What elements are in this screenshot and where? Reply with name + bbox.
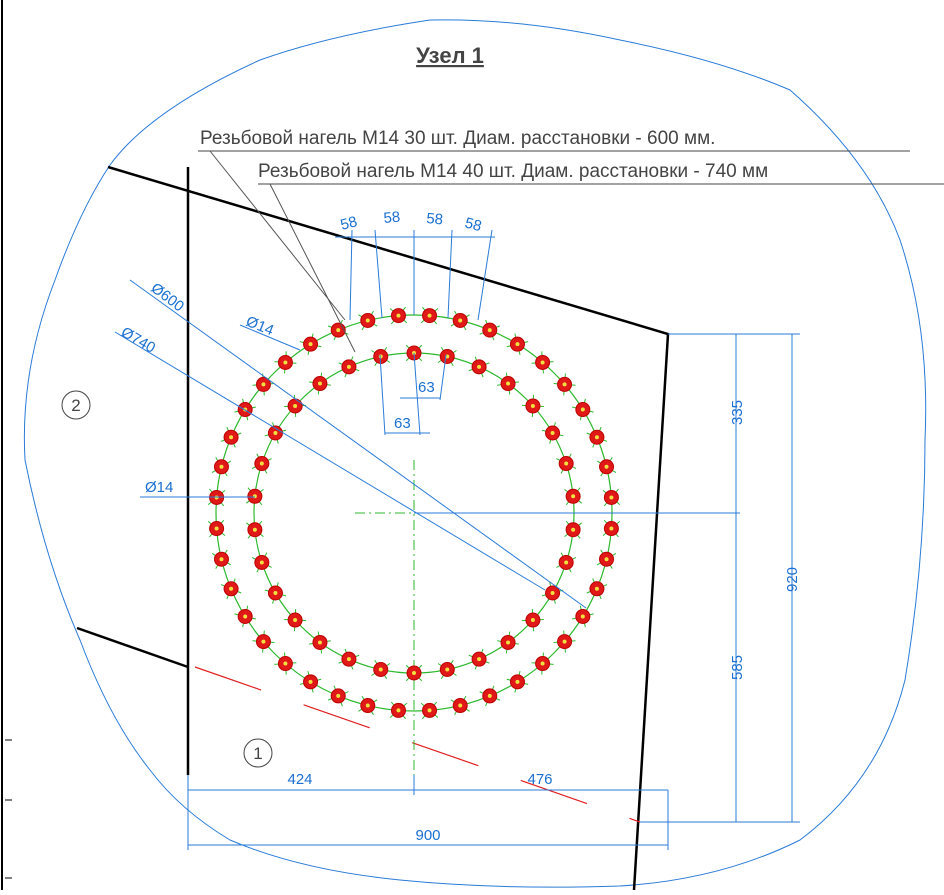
bolt xyxy=(366,318,370,322)
bolt xyxy=(541,360,545,364)
bolt xyxy=(541,662,545,666)
dim-label: Ø600 xyxy=(148,280,188,316)
bolt xyxy=(551,591,555,595)
bolt xyxy=(564,462,568,466)
bolt xyxy=(458,704,462,708)
bolt xyxy=(531,618,535,622)
revision-cloud xyxy=(24,20,925,887)
bolt xyxy=(273,591,277,595)
bolt xyxy=(309,680,313,684)
bolt xyxy=(605,557,609,561)
bolt xyxy=(605,465,609,469)
callout: Резьбовой нагель М14 30 шт. Диам. расста… xyxy=(200,128,715,149)
frame-ticks xyxy=(5,740,12,878)
bolt xyxy=(563,382,567,386)
bolt xyxy=(609,527,613,531)
bolt xyxy=(428,708,432,712)
dim-label: 585 xyxy=(729,655,746,680)
dim-label: 58 xyxy=(463,214,484,235)
bolt xyxy=(412,671,416,675)
bolt xyxy=(531,404,535,408)
bolt xyxy=(260,462,264,466)
bolt xyxy=(283,662,287,666)
dim-label: 476 xyxy=(527,771,552,788)
bolt xyxy=(336,694,340,698)
bolt xyxy=(219,557,223,561)
dim-label: 900 xyxy=(415,827,440,844)
bolt xyxy=(506,640,510,644)
bolt xyxy=(488,694,492,698)
bolt xyxy=(261,640,265,644)
bolt xyxy=(229,587,233,591)
bolt xyxy=(273,431,277,435)
bolt xyxy=(488,328,492,332)
bolt xyxy=(366,704,370,708)
bolt xyxy=(260,560,264,564)
dim-label: 424 xyxy=(287,771,312,788)
bolt xyxy=(581,408,585,412)
bolt xyxy=(506,382,510,386)
bolt xyxy=(515,342,519,346)
title: Узел 1 xyxy=(416,43,484,68)
bolt xyxy=(309,342,313,346)
bolt xyxy=(243,614,247,618)
bolt xyxy=(571,494,575,498)
callout: Резьбовой нагель М14 40 шт. Диам. расста… xyxy=(258,161,768,182)
dim-label: 63 xyxy=(394,415,411,432)
marker: 2 xyxy=(71,396,80,415)
bolt xyxy=(396,708,400,712)
bolt xyxy=(396,314,400,318)
bolt xyxy=(347,365,351,369)
dim-label: 63 xyxy=(418,379,435,396)
bolt xyxy=(219,465,223,469)
dim-label: 58 xyxy=(383,209,401,227)
bolt xyxy=(318,640,322,644)
bolt xyxy=(428,314,432,318)
dim-label: 58 xyxy=(426,210,444,228)
bolt xyxy=(318,382,322,386)
dim-label: Ø14 xyxy=(244,313,277,339)
bolt xyxy=(379,354,383,358)
bolt xyxy=(595,435,599,439)
dim-label: 920 xyxy=(784,567,801,592)
bolt xyxy=(215,527,219,531)
bolt xyxy=(564,560,568,564)
dim-label: 335 xyxy=(729,400,746,425)
bolt xyxy=(581,614,585,618)
bolt xyxy=(379,668,383,672)
dim-label: Ø14 xyxy=(145,479,173,496)
bolt xyxy=(563,640,567,644)
drawing: Узел 1 Резьбовой нагель М14 30 шт. Диам.… xyxy=(0,0,944,890)
bolt xyxy=(253,494,257,498)
bolt xyxy=(477,365,481,369)
bolt xyxy=(293,618,297,622)
bolt xyxy=(515,680,519,684)
bolt xyxy=(458,318,462,322)
bolt xyxy=(551,431,555,435)
bolt xyxy=(445,668,449,672)
bolt xyxy=(595,587,599,591)
bolt xyxy=(571,528,575,532)
marker: 1 xyxy=(253,744,262,763)
bolt xyxy=(347,657,351,661)
dim-label: 58 xyxy=(339,213,360,234)
bolt xyxy=(293,404,297,408)
bolt xyxy=(253,528,257,532)
bolt xyxy=(229,435,233,439)
bolt xyxy=(477,657,481,661)
dim-label: Ø740 xyxy=(118,324,158,357)
bolt xyxy=(609,495,613,499)
bolt xyxy=(336,328,340,332)
bolt xyxy=(283,360,287,364)
bolt-pattern xyxy=(208,307,620,790)
bolt xyxy=(261,382,265,386)
